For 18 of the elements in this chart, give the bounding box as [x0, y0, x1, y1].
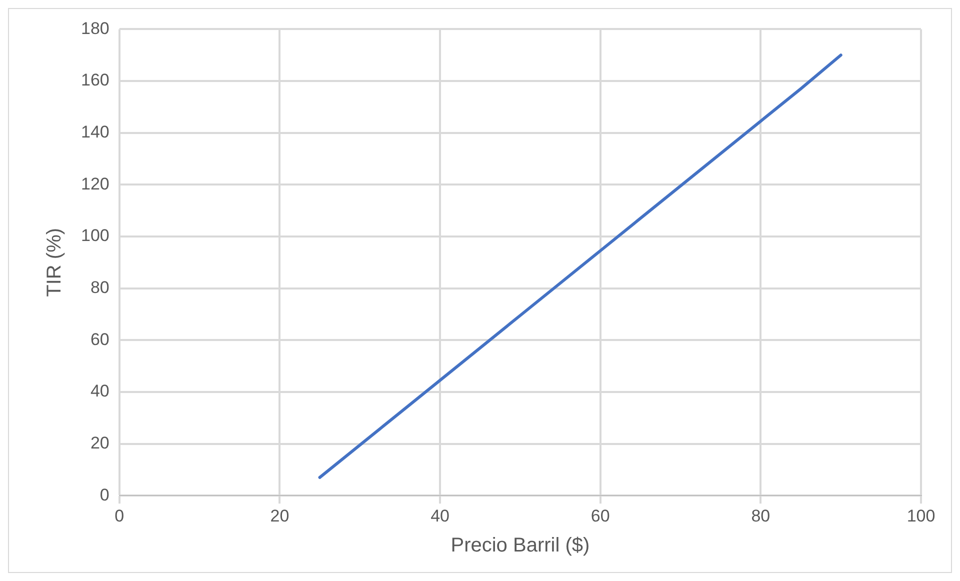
y-tick-label: 80: [90, 278, 110, 297]
y-tick-label: 160: [80, 70, 110, 90]
x-tick-label: 100: [906, 506, 936, 526]
x-axis-title: Precio Barril ($): [450, 534, 590, 557]
y-tick-label: 20: [90, 433, 110, 452]
x-tick-label: 20: [270, 506, 290, 526]
x-tick-label: 80: [751, 506, 770, 526]
x-tick-label: 0: [114, 506, 124, 526]
y-tick-label: 100: [80, 226, 110, 246]
y-tick-label: 0: [100, 485, 110, 504]
y-axis-title: TIR (%): [44, 228, 66, 297]
y-tick-label: 180: [80, 18, 110, 38]
y-tick-label: 120: [80, 174, 110, 194]
x-tick-label: 60: [590, 506, 610, 526]
y-tick-label: 60: [90, 330, 110, 349]
y-tick-label: 40: [90, 382, 110, 401]
y-tick-label: 140: [80, 122, 110, 142]
x-tick-label: 40: [430, 506, 450, 526]
